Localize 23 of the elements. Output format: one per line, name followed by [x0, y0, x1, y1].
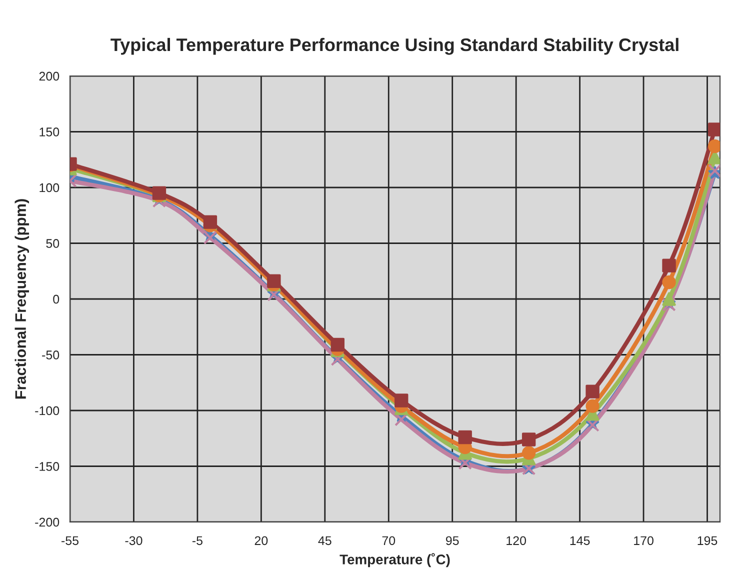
- y-tick-label: 150: [40, 128, 60, 136]
- y-tick-label: 0: [53, 294, 60, 304]
- x-tick-label: 120: [506, 536, 526, 546]
- y-tick-label: -100: [35, 406, 60, 416]
- x-tick-label: 20: [254, 536, 268, 546]
- y-tick-label: -50: [42, 350, 60, 360]
- x-tick-label: 195: [698, 536, 718, 546]
- y-tick-label: 50: [46, 239, 60, 248]
- x-tick-label: -55: [62, 536, 79, 546]
- x-tick-label: -5: [192, 536, 202, 546]
- chart-title: Typical Temperature Performance Using Standard Stability Crystal: [110, 38, 678, 55]
- y-tick-label: -150: [35, 462, 60, 471]
- x-axis-title: Temperature (˚C): [340, 553, 450, 568]
- x-tick-label: 45: [318, 536, 332, 546]
- x-tick-label: 95: [446, 536, 459, 546]
- x-tick-label: -30: [125, 536, 142, 546]
- y-tick-label: 200: [39, 72, 60, 81]
- y-tick-label: -200: [35, 518, 60, 527]
- x-tick-label: 70: [382, 536, 396, 546]
- x-tick-label: 170: [634, 536, 654, 546]
- y-axis-title: Fractional Frequency (ppm): [14, 199, 30, 399]
- x-tick-label: 145: [570, 536, 590, 546]
- y-tick-label: 100: [40, 183, 60, 192]
